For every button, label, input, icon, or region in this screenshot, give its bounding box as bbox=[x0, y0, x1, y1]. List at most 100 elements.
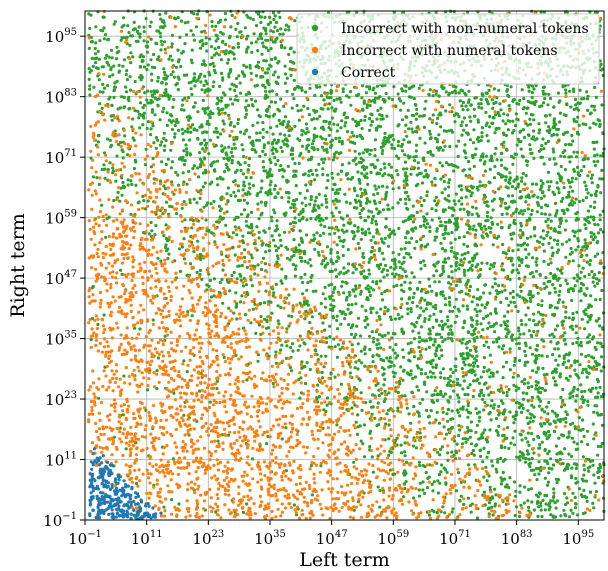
point-0 bbox=[385, 268, 390, 273]
point-0 bbox=[112, 64, 116, 68]
point-0 bbox=[539, 469, 543, 473]
point-0 bbox=[158, 179, 162, 183]
point-0 bbox=[287, 120, 291, 124]
point-0 bbox=[224, 223, 228, 227]
point-0 bbox=[433, 338, 437, 342]
point-0 bbox=[570, 176, 575, 180]
point-0 bbox=[159, 39, 163, 43]
point-0 bbox=[532, 156, 536, 160]
point-0 bbox=[434, 349, 438, 353]
point-0 bbox=[124, 72, 128, 77]
point-0 bbox=[471, 141, 476, 145]
point-0 bbox=[331, 158, 335, 162]
point-0 bbox=[543, 92, 548, 96]
point-0 bbox=[491, 513, 495, 517]
point-0 bbox=[523, 485, 527, 489]
point-0 bbox=[487, 474, 491, 478]
point-0 bbox=[421, 480, 425, 484]
point-0 bbox=[298, 191, 302, 195]
point-0 bbox=[531, 275, 536, 279]
point-0 bbox=[440, 463, 444, 467]
point-0 bbox=[143, 163, 147, 167]
point-0 bbox=[360, 408, 364, 412]
point-0 bbox=[386, 309, 390, 313]
point-0 bbox=[503, 445, 507, 449]
point-0 bbox=[334, 206, 338, 210]
point-0 bbox=[526, 243, 530, 247]
point-0 bbox=[280, 267, 284, 271]
point-0 bbox=[471, 394, 475, 399]
point-0 bbox=[594, 395, 598, 399]
point-0 bbox=[454, 489, 458, 493]
point-0 bbox=[427, 277, 431, 281]
point-0 bbox=[487, 125, 492, 129]
point-0 bbox=[517, 341, 521, 345]
point-0 bbox=[349, 332, 354, 336]
point-0 bbox=[582, 309, 586, 314]
point-0 bbox=[341, 87, 345, 91]
point-0 bbox=[332, 122, 336, 126]
point-0 bbox=[191, 219, 195, 223]
point-0 bbox=[419, 267, 423, 271]
point-0 bbox=[422, 259, 426, 263]
point-0 bbox=[446, 318, 450, 322]
point-0 bbox=[561, 362, 565, 366]
point-0 bbox=[486, 326, 490, 331]
point-0 bbox=[207, 70, 211, 74]
point-0 bbox=[441, 505, 445, 509]
point-0 bbox=[345, 214, 349, 218]
point-0 bbox=[349, 326, 353, 330]
point-0 bbox=[305, 189, 309, 193]
point-0 bbox=[369, 163, 373, 167]
point-0 bbox=[298, 334, 302, 338]
point-0 bbox=[519, 147, 523, 151]
point-0 bbox=[547, 400, 551, 405]
point-0 bbox=[443, 208, 447, 212]
point-0 bbox=[521, 171, 525, 176]
point-0 bbox=[261, 127, 265, 132]
point-0 bbox=[511, 268, 515, 273]
point-0 bbox=[511, 211, 516, 215]
point-0 bbox=[459, 123, 463, 127]
point-0 bbox=[279, 279, 283, 283]
point-0 bbox=[500, 290, 504, 294]
point-0 bbox=[526, 409, 530, 413]
point-0 bbox=[182, 149, 186, 153]
point-0 bbox=[373, 184, 377, 188]
point-0 bbox=[313, 247, 317, 251]
point-0 bbox=[279, 164, 283, 168]
point-0 bbox=[494, 289, 498, 293]
point-0 bbox=[348, 293, 352, 297]
point-0 bbox=[555, 133, 559, 137]
point-0 bbox=[403, 247, 407, 251]
point-0 bbox=[394, 272, 398, 276]
point-0 bbox=[208, 37, 212, 41]
point-0 bbox=[88, 26, 92, 31]
point-0 bbox=[144, 44, 148, 48]
point-0 bbox=[162, 505, 166, 509]
point-0 bbox=[264, 93, 268, 97]
point-0 bbox=[297, 378, 301, 382]
point-0 bbox=[462, 235, 466, 239]
point-0 bbox=[89, 338, 93, 342]
point-0 bbox=[491, 371, 495, 376]
point-0 bbox=[537, 320, 541, 324]
point-0 bbox=[164, 243, 168, 247]
point-0 bbox=[329, 303, 333, 307]
point-0 bbox=[586, 215, 590, 219]
point-0 bbox=[338, 210, 342, 214]
point-0 bbox=[499, 482, 503, 486]
point-0 bbox=[428, 225, 432, 229]
point-0 bbox=[380, 251, 384, 255]
point-0 bbox=[557, 225, 562, 229]
point-0 bbox=[118, 140, 123, 145]
point-0 bbox=[364, 309, 368, 313]
point-0 bbox=[411, 130, 415, 134]
point-0 bbox=[540, 212, 544, 216]
point-0 bbox=[271, 152, 275, 156]
point-0 bbox=[561, 196, 565, 201]
point-0 bbox=[506, 128, 510, 132]
point-0 bbox=[394, 342, 398, 347]
point-0 bbox=[304, 147, 309, 151]
point-0 bbox=[405, 460, 409, 464]
